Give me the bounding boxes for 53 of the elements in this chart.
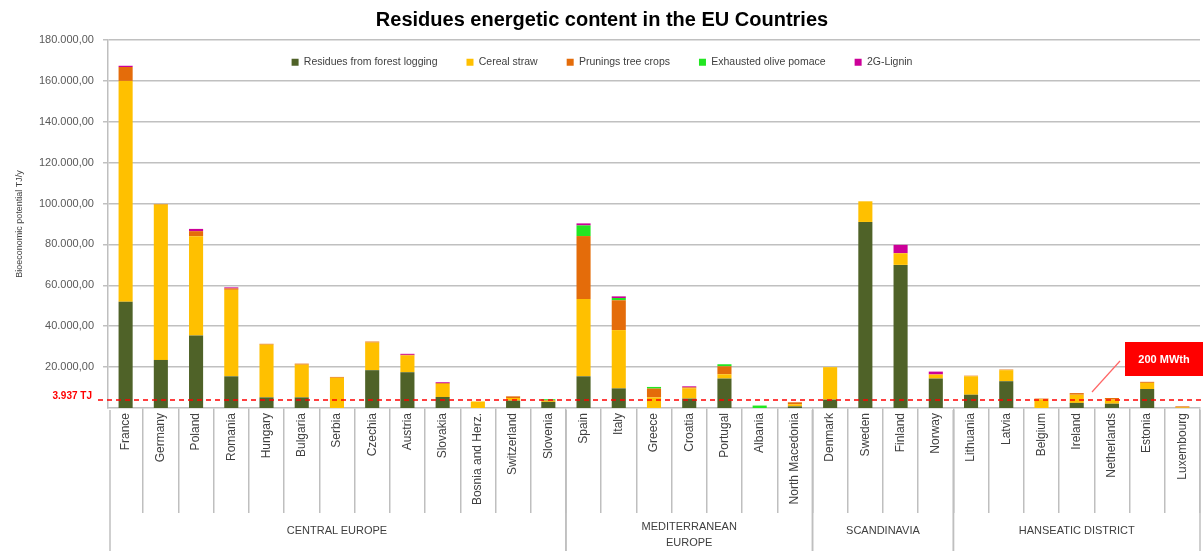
y-tick-label: 100.000,00: [38, 196, 94, 209]
x-tick-label: Bosnia and Herz.: [470, 413, 485, 506]
x-tick-label: Portugal: [716, 413, 731, 458]
legend-label: Prunings tree crops: [578, 55, 670, 68]
chart-title: Residues energetic content in the EU Countries: [375, 7, 829, 30]
x-tick-label: Italy: [611, 413, 626, 436]
x-tick-label: Finland: [892, 413, 907, 453]
x-tick-label: Hungary: [258, 413, 273, 459]
x-tick-label: North Macedonia: [787, 412, 802, 505]
x-tick-label: Spain: [575, 413, 590, 444]
x-tick-label: Estonia: [1139, 412, 1154, 454]
legend-label: 2G-Lignin: [866, 55, 913, 68]
x-tick-label: Lithuania: [963, 412, 978, 462]
x-tick-label: Croatia: [681, 412, 696, 452]
x-tick-label: Norway: [928, 413, 943, 454]
x-tick-label: Poland: [188, 413, 203, 451]
x-tick-label: Austria: [399, 412, 414, 451]
x-tick-label: Netherlands: [1104, 413, 1119, 478]
legend-label: Residues from forest logging: [303, 55, 438, 68]
text: CENTRAL EUROPE: [286, 524, 388, 537]
x-tick-label: Ireland: [1069, 413, 1084, 450]
y-tick-label: 180.000,00: [38, 33, 94, 46]
ref-line-label: 3.937 TJ: [52, 389, 92, 401]
y-tick-label: 160.000,00: [38, 73, 94, 86]
annotation: 200 MWth: [1125, 341, 1203, 376]
x-tick-label: Sweden: [857, 413, 872, 457]
x-tick-label: Slovenia: [540, 412, 555, 460]
x-tick-label: Greece: [646, 412, 661, 453]
text: SCANDINAVIA: [846, 524, 921, 537]
y-tick-label: 80.000,00: [45, 237, 94, 250]
x-tick-label: Serbia: [329, 412, 344, 448]
y-tick-label: 120.000,00: [38, 155, 94, 168]
x-tick-label: France: [117, 412, 132, 451]
y-tick-label: 140.000,00: [38, 114, 94, 127]
legend-label: Exhausted olive pomace: [711, 55, 826, 68]
x-tick-label: Switzerland: [505, 413, 520, 476]
x-tick-label: Luxembourg: [1174, 413, 1189, 480]
x-tick-label: Bulgaria: [294, 412, 309, 458]
x-tick-label: Denmark: [822, 412, 837, 462]
x-tick-label: Latvia: [998, 412, 1013, 446]
y-tick-label: 60.000,00: [45, 278, 94, 291]
x-tick-label: Romania: [223, 412, 238, 462]
x-tick-label: Germany: [153, 413, 168, 463]
y-tick-label: 40.000,00: [45, 319, 94, 332]
x-tick-label: Belgium: [1033, 413, 1048, 457]
x-tick-label: Czechia: [364, 412, 379, 457]
x-tick-label: Albania: [751, 412, 766, 454]
y-axis-title: Bioeconomic potential TJ/y: [13, 169, 24, 278]
y-tick-label: 20.000,00: [45, 360, 94, 373]
x-tick-label: Slovakia: [434, 412, 449, 459]
legend-label: Cereal straw: [478, 55, 539, 68]
text: HANSEATIC DISTRICT: [1018, 524, 1135, 537]
text: MEDITERRANEAN EUROPE: [641, 520, 737, 549]
